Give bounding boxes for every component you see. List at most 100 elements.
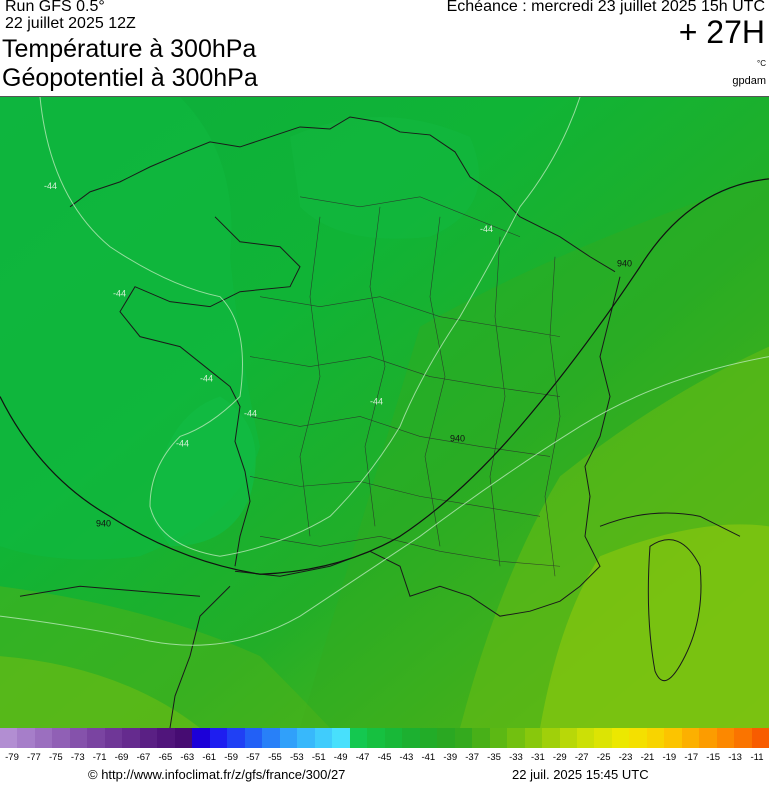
geopotential-labels: 940 940 940	[96, 259, 632, 529]
warm-zone-corsica	[540, 524, 769, 728]
warm-zone-iberia	[0, 656, 200, 728]
scale-label-11: -57	[246, 752, 260, 763]
scale-label-32: -15	[706, 752, 721, 763]
forecast-map: -44 -44 -44 -44 -44 -44 -44 940 940 940	[0, 96, 769, 728]
color-swatch-6	[104, 728, 123, 748]
scale-label-9: -61	[202, 752, 217, 763]
color-swatch-28	[489, 728, 508, 748]
color-swatch-13	[227, 728, 245, 748]
isotherm-label-3: -44	[200, 374, 213, 384]
color-scale	[0, 728, 769, 748]
color-swatch-24	[419, 728, 438, 748]
scale-label-23: -33	[509, 752, 523, 763]
color-swatch-38	[664, 728, 682, 748]
color-swatch-22	[384, 728, 403, 748]
geopotential-label-3: 940	[617, 259, 632, 269]
color-swatch-29	[507, 728, 525, 748]
run-title: Run GFS 0.5°	[5, 0, 105, 15]
isotherms	[0, 97, 769, 646]
color-swatch-33	[576, 728, 595, 748]
scale-label-13: -53	[289, 752, 304, 763]
color-swatch-7	[122, 728, 140, 748]
color-swatch-30	[524, 728, 543, 748]
color-swatch-3	[52, 728, 70, 748]
color-swatch-20	[349, 728, 368, 748]
color-swatch-9	[157, 728, 175, 748]
scale-label-34: -11	[750, 752, 764, 763]
scale-label-24: -31	[531, 752, 545, 763]
color-swatch-16	[279, 728, 298, 748]
scale-label-22: -35	[487, 752, 501, 763]
geopotential-label-1: 940	[96, 518, 111, 528]
scale-label-5: -69	[114, 752, 129, 763]
color-swatch-19	[332, 728, 350, 748]
scale-label-12: -55	[268, 752, 282, 763]
scale-label-27: -25	[596, 752, 611, 763]
color-swatch-2	[34, 728, 53, 748]
source-url[interactable]: © http://www.infoclimat.fr/z/gfs/france/…	[88, 767, 346, 782]
scale-label-15: -49	[333, 752, 348, 763]
color-swatch-1	[17, 728, 35, 748]
scale-label-0: -79	[5, 752, 19, 763]
color-swatch-41	[716, 728, 735, 748]
color-swatch-15	[262, 728, 280, 748]
isotherm-label-4: -44	[244, 409, 257, 419]
lead-time: + 27H	[678, 14, 765, 50]
color-swatch-27	[472, 728, 490, 748]
scale-label-2: -75	[48, 752, 63, 763]
scale-label-18: -43	[399, 752, 414, 763]
scale-label-8: -63	[180, 752, 195, 763]
scale-label-7: -65	[158, 752, 173, 763]
color-swatch-35	[611, 728, 630, 748]
valid-time: Echéance : mercredi 23 juillet 2025 15h …	[446, 0, 765, 15]
geopotential-contour	[0, 178, 769, 575]
scale-label-4: -71	[92, 752, 107, 763]
scale-label-26: -27	[574, 752, 589, 763]
unit-geopotential: gpdam	[732, 75, 766, 87]
title-geopotential: Géopotentiel à 300hPa	[2, 64, 258, 92]
color-swatch-26	[454, 728, 473, 748]
color-swatch-32	[559, 728, 577, 748]
geopotential-label-2: 940	[450, 433, 465, 443]
color-swatch-14	[244, 728, 263, 748]
color-swatch-43	[751, 728, 769, 748]
color-swatch-10	[174, 728, 193, 748]
color-swatch-40	[699, 728, 717, 748]
unit-temperature: °C	[757, 59, 766, 68]
scale-label-20: -39	[443, 752, 458, 763]
color-swatch-36	[629, 728, 647, 748]
generated-time: 22 juil. 2025 15:45 UTC	[512, 767, 649, 782]
scale-label-6: -67	[136, 752, 151, 763]
scale-label-17: -45	[377, 752, 392, 763]
color-swatch-42	[734, 728, 752, 748]
scale-label-3: -73	[70, 752, 85, 763]
scale-label-21: -37	[465, 752, 480, 763]
scale-label-28: -23	[618, 752, 633, 763]
scale-label-29: -21	[640, 752, 655, 763]
scale-label-33: -13	[728, 752, 742, 763]
color-swatch-23	[402, 728, 420, 748]
isotherm-label-6: -44	[370, 397, 383, 407]
color-swatch-8	[139, 728, 158, 748]
isotherm-label-5: -44	[176, 438, 189, 448]
color-swatch-5	[87, 728, 105, 748]
color-swatch-34	[594, 728, 612, 748]
color-swatch-17	[297, 728, 315, 748]
scale-label-19: -41	[421, 752, 436, 763]
department-borders	[249, 196, 561, 577]
color-swatch-18	[314, 728, 333, 748]
scale-label-14: -51	[311, 752, 326, 763]
run-date: 22 juillet 2025 12Z	[5, 15, 136, 32]
scale-label-31: -17	[684, 752, 699, 763]
color-swatch-11	[192, 728, 210, 748]
color-swatch-31	[542, 728, 560, 748]
color-swatch-25	[437, 728, 455, 748]
isotherm-label-7: -44	[480, 224, 493, 234]
color-scale-labels: -79 -77 -75 -73 -71 -69 -67 -65 -63 -61 -59 -57 -55-…	[0, 752, 769, 766]
color-swatch-21	[367, 728, 385, 748]
color-swatch-0	[0, 728, 18, 748]
color-swatch-12	[209, 728, 228, 748]
scale-label-16: -47	[355, 752, 370, 763]
isotherm-label-1: -44	[44, 181, 57, 191]
scale-label-25: -29	[552, 752, 567, 763]
